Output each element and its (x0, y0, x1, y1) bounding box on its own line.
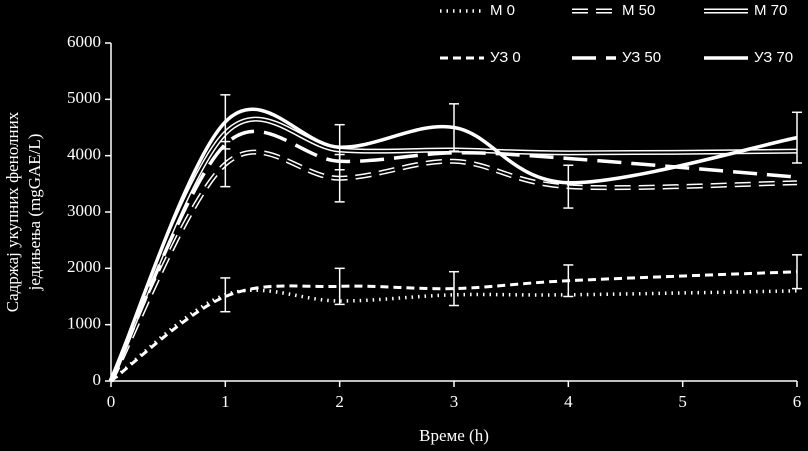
series-line (110, 270, 798, 383)
legend-label: УЗ 70 (754, 49, 793, 66)
y-tick-label: 2000 (67, 257, 101, 276)
x-tick-label: 6 (793, 392, 802, 411)
legend-label: УЗ 50 (622, 49, 661, 66)
x-tick-label: 4 (564, 392, 573, 411)
legend-label: УЗ 0 (490, 49, 521, 66)
y-tick-label: 5000 (67, 88, 101, 107)
y-tick-label: 1000 (67, 314, 101, 333)
y-tick-label: 4000 (67, 145, 101, 164)
legend-label: М 70 (754, 2, 787, 19)
x-tick-label: 1 (221, 392, 230, 411)
series-line (109, 107, 798, 382)
series-line-inner (110, 151, 798, 382)
series-line (109, 288, 798, 383)
series-line (109, 129, 798, 382)
x-axis-label: Време (h) (419, 426, 489, 445)
series-line-inner (110, 118, 798, 382)
y-tick-label: 0 (93, 370, 102, 389)
x-tick-label: 2 (335, 392, 344, 411)
legend-label: М 0 (490, 2, 515, 19)
x-tick-label: 3 (450, 392, 459, 411)
y-tick-label: 6000 (67, 32, 101, 51)
legend-label: М 50 (622, 2, 655, 19)
y-axis-label: једињења (mgGAE/L) (25, 134, 44, 292)
x-tick-label: 5 (678, 392, 687, 411)
y-axis-label: Садржај укупних фенолних (3, 111, 22, 312)
x-tick-label: 0 (107, 392, 116, 411)
y-tick-label: 3000 (67, 201, 101, 220)
